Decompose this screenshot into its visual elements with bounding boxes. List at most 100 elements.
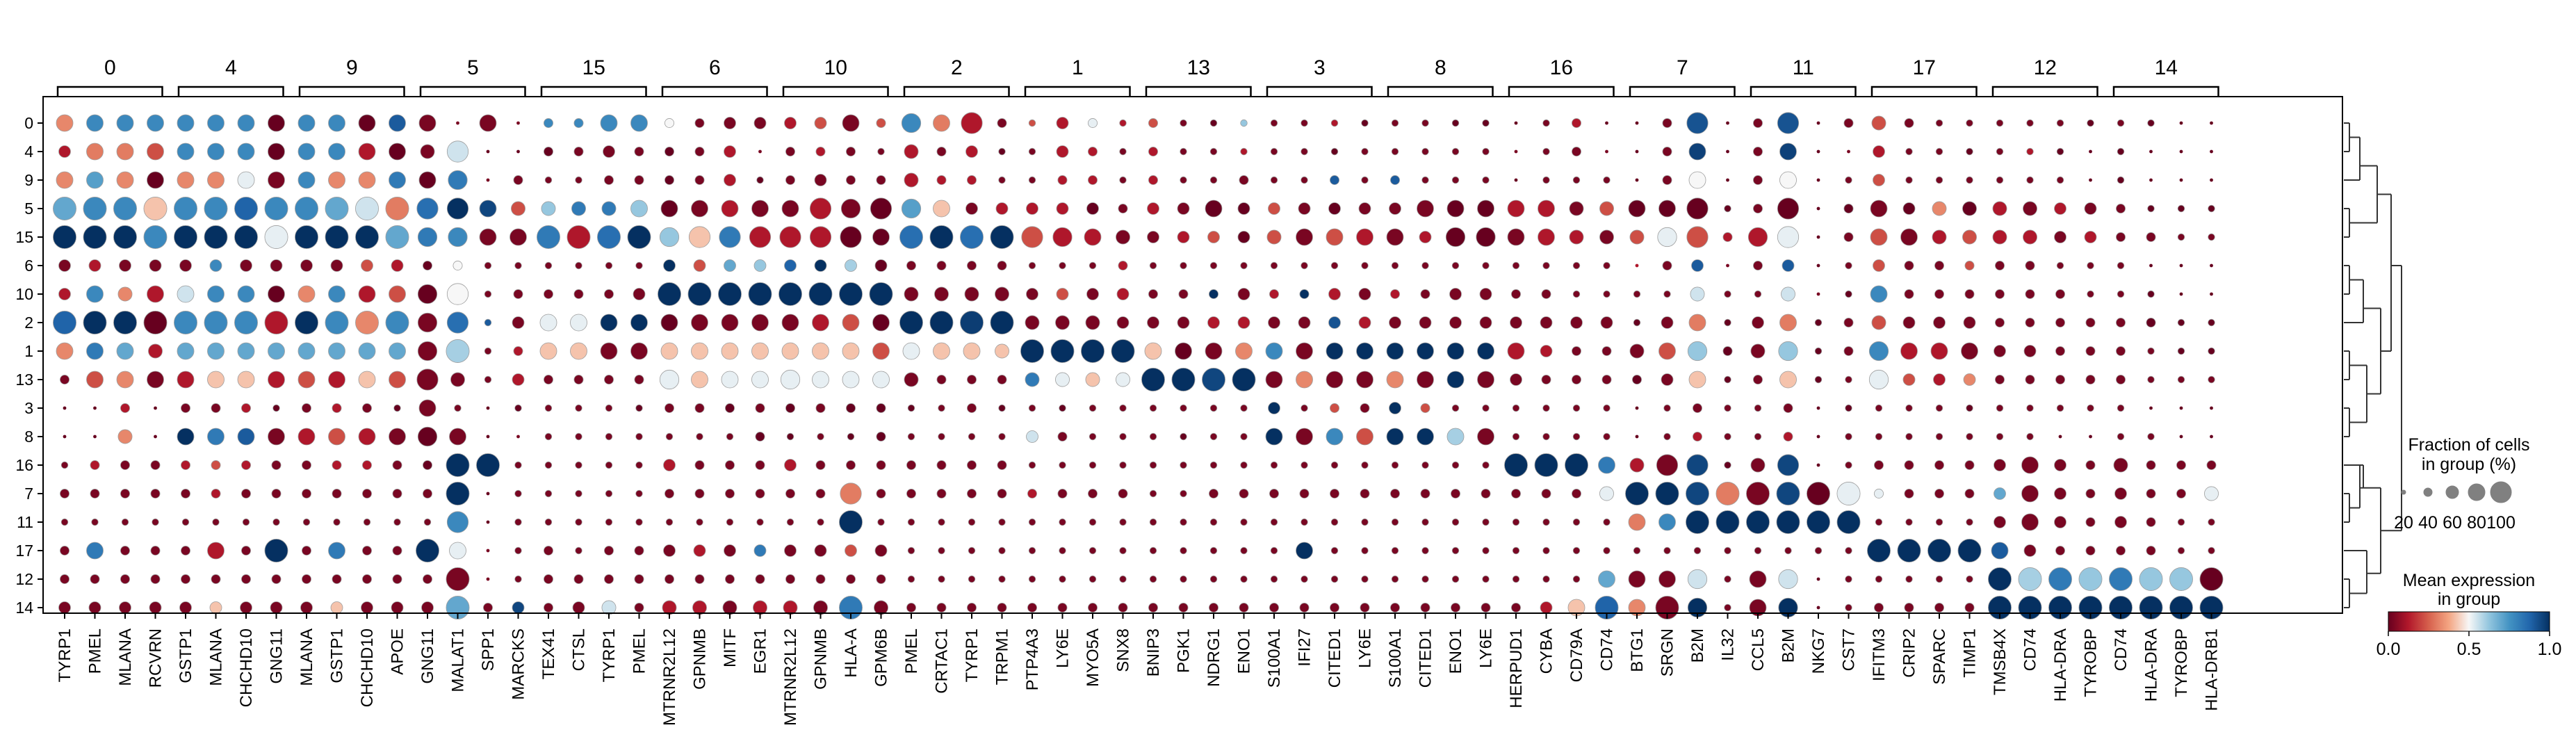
dot [1449,288,1462,300]
cluster-group-label: 1 [1072,56,1084,79]
dot [120,403,130,413]
dot [1209,119,1218,127]
dot [1119,119,1127,127]
dot [1330,175,1339,185]
cluster-group-label: 8 [1435,56,1446,79]
dot [1843,232,1854,242]
dot [446,197,469,220]
dot [938,404,945,412]
dot [2199,567,2224,591]
dot [1209,289,1218,299]
dot [1724,575,1731,583]
dot [268,428,285,446]
dot [575,261,582,270]
dot [876,175,886,185]
dot [1180,432,1187,441]
dot [60,546,70,555]
dot [605,518,613,526]
dot [658,282,681,306]
dot [297,428,316,446]
dot [332,403,342,413]
dot [1507,228,1525,246]
dot [1753,375,1763,384]
dot [1514,121,1518,125]
dot [1482,404,1490,412]
dot-matrix [53,112,2224,619]
gene-label: IL32 [1719,628,1738,661]
dot [1816,121,1820,125]
dot [1089,518,1097,526]
dot [605,404,613,412]
dot [696,518,703,526]
dot [391,601,404,614]
dot [2149,406,2153,410]
dot [1326,371,1344,389]
dot [91,518,99,526]
dot [1358,316,1371,329]
dot [1750,457,1766,473]
dot [724,117,736,129]
size-legend-label: 80 [2467,513,2486,533]
dot [1421,461,1429,469]
dot [1628,200,1646,218]
dot [121,518,129,526]
dot [1386,342,1404,360]
dot [2085,318,2096,327]
dot [1028,176,1036,184]
dot [1504,453,1528,477]
dot [597,225,621,249]
dot [1540,601,1553,614]
dot [1477,428,1494,446]
dot [635,489,643,498]
dot [694,460,705,470]
dot [1688,143,1706,161]
gene-label: MYO5A [1084,628,1102,687]
gene-label: HLA-DRA [2142,628,2161,701]
cluster-bracket [661,86,768,96]
dot [389,428,406,446]
dot [328,342,345,360]
dot [1417,371,1434,389]
dot [1995,261,2005,270]
dot [271,489,282,498]
dot [449,428,466,446]
gene-label: TIMP1 [1961,628,1980,678]
gene-label: NDRG1 [1205,628,1223,687]
dot [2054,202,2066,215]
dot [1118,603,1128,612]
dot [1180,518,1187,526]
dot [2177,546,2185,555]
dot [147,143,164,161]
dot [1209,575,1218,583]
dot [60,574,70,584]
dot [1964,261,1975,270]
dot [1089,461,1097,469]
dot [1209,518,1218,526]
dot [753,544,767,557]
dot [604,375,614,384]
dot [537,225,560,249]
dot [264,311,288,334]
dot [1534,453,1558,477]
dot [58,288,71,300]
dot [1753,175,1763,185]
dot [907,546,915,555]
dot [842,371,860,389]
dot [2085,489,2096,498]
dot [1149,261,1157,270]
dot [358,428,376,446]
dot [605,461,613,469]
dot [1964,289,1975,299]
dot [177,428,195,446]
dot [268,114,285,132]
dot [635,432,643,441]
dot [1149,489,1157,498]
dot [544,518,553,526]
dot [241,489,251,498]
dot [1663,432,1671,441]
dot [575,489,582,498]
dot [486,178,490,182]
dot [1870,200,1888,218]
dot [901,113,922,133]
dot [385,197,409,220]
